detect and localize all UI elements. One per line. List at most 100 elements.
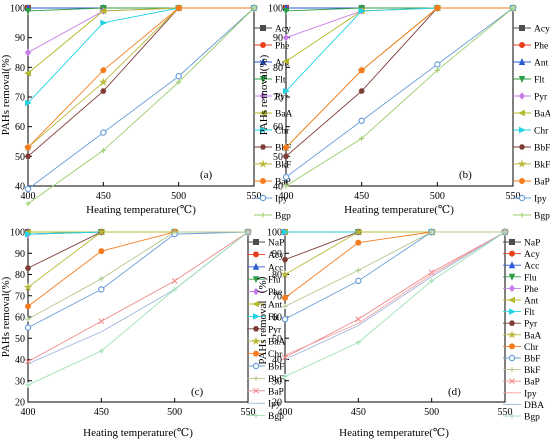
series-ipy: [282, 4, 517, 181]
data-point: [100, 129, 107, 136]
legend-entry: BkF: [503, 366, 540, 376]
legend-marker: [259, 177, 266, 184]
y-tick-label: 20: [15, 398, 25, 409]
legend-marker: [508, 296, 515, 304]
data-point: [281, 256, 289, 263]
series-bap: [282, 5, 516, 151]
data-point: [282, 58, 290, 65]
legend-label: Phe: [524, 285, 538, 295]
legend-marker: [259, 144, 267, 150]
series-pyr: [282, 4, 517, 42]
legend-entry: Flu: [247, 276, 281, 286]
data-point: [428, 269, 435, 276]
legend-label: BbF: [524, 355, 540, 365]
series-line: [27, 7, 254, 74]
series-ipy: [284, 231, 506, 356]
panel-label: (a): [200, 169, 213, 181]
legend-marker: [259, 126, 267, 134]
chart-panel-c: 20 30 40 50 60 70 80 90 100 400 450 500 550 Heating t…: [0, 227, 256, 439]
y-tick-label: 50: [15, 334, 25, 345]
data-point: [24, 70, 32, 77]
legend-entry: BbF: [503, 355, 540, 365]
legend-entry: Phe: [247, 287, 282, 298]
y-axis-label: PAHs removal（%）: [256, 269, 269, 364]
chart-panel-d: 20 30 40 50 60 70 80 90 100 400 450 500 550 Heating t…: [256, 227, 513, 439]
series-bgp: [283, 5, 516, 189]
x-tick-label: 450: [351, 407, 366, 418]
legend-marker: [509, 378, 515, 385]
x-tick-label: 500: [424, 407, 439, 418]
legend-entry: BaP: [254, 178, 291, 188]
y-tick-label: 30: [272, 376, 282, 387]
legend-marker: [508, 308, 516, 315]
legend-marker: [518, 194, 526, 202]
data-point: [434, 67, 440, 73]
data-point: [100, 147, 106, 153]
legend-marker: [253, 375, 259, 381]
data-point: [172, 229, 178, 235]
data-point: [23, 282, 33, 291]
legend-marker: [509, 413, 515, 419]
legend-marker: [253, 387, 259, 394]
panel-label: (b): [459, 169, 472, 181]
legend-entry: Phe: [513, 42, 548, 52]
legend-marker: [252, 238, 259, 245]
legend-label: Flt: [275, 76, 286, 86]
y-axis-label: PAHs removal(%): [0, 276, 12, 357]
legend-entry: DBA: [503, 401, 544, 411]
y-tick-label: 60: [15, 122, 25, 133]
y-tick-label: 60: [15, 313, 25, 324]
y-tick-label: 40: [272, 355, 282, 366]
data-point: [282, 33, 290, 42]
series-line: [284, 231, 505, 307]
legend-label: Bgp: [275, 212, 291, 222]
legend-label: Acc: [524, 262, 539, 272]
legend-marker: [259, 58, 267, 65]
series-line: [27, 231, 248, 307]
legend-label: Phe: [534, 42, 548, 52]
legend-label: BkF: [268, 375, 284, 385]
legend-marker: [508, 261, 516, 269]
legend-entry: Pyr: [247, 325, 282, 335]
y-tick-label: 80: [15, 63, 25, 74]
legend-marker: [518, 58, 526, 65]
data-point: [100, 19, 108, 27]
series-pyr: [281, 229, 509, 263]
legend-label: Ipy: [268, 400, 281, 410]
x-tick-label: 500: [430, 191, 445, 202]
legend-label: BaP: [275, 178, 291, 188]
series-line: [27, 231, 248, 320]
legend-label: BaP: [268, 387, 284, 397]
y-tick-label: 70: [272, 291, 282, 302]
legend-label: Acy: [524, 250, 540, 260]
data-point: [358, 7, 366, 15]
legend-label: DBA: [524, 401, 544, 411]
x-tick-label: 450: [354, 191, 369, 202]
chart-panel-b: 40 50 60 70 80 90 100 400 450 500 550 Heating tempe…: [258, 3, 521, 216]
data-point: [510, 5, 516, 11]
legend-label: Ant: [268, 301, 283, 311]
data-point: [358, 88, 365, 94]
data-point: [282, 144, 289, 151]
series-bbf: [281, 228, 509, 323]
legend-entry: BkF: [254, 159, 291, 171]
legend-label: Bgp: [534, 212, 550, 222]
y-tick-label: 80: [273, 63, 283, 74]
data-point: [355, 239, 362, 246]
legend-marker: [518, 76, 526, 83]
data-point: [98, 318, 105, 325]
legend-entry: Acy: [254, 25, 291, 35]
legend-entry: Ant: [513, 58, 549, 69]
legend-entry: Acy: [513, 25, 550, 35]
legend-entry: Acc: [247, 262, 283, 273]
x-axis-label: Heating temperature(℃): [86, 204, 196, 216]
series-bgp: [25, 229, 251, 388]
legend-label: BbF: [534, 144, 550, 154]
series-line: [27, 231, 249, 386]
legend-entry: Phe: [254, 42, 289, 52]
series-line: [27, 231, 248, 288]
x-tick-label: 400: [278, 407, 293, 418]
series-line: [284, 231, 506, 360]
data-point: [282, 173, 290, 181]
